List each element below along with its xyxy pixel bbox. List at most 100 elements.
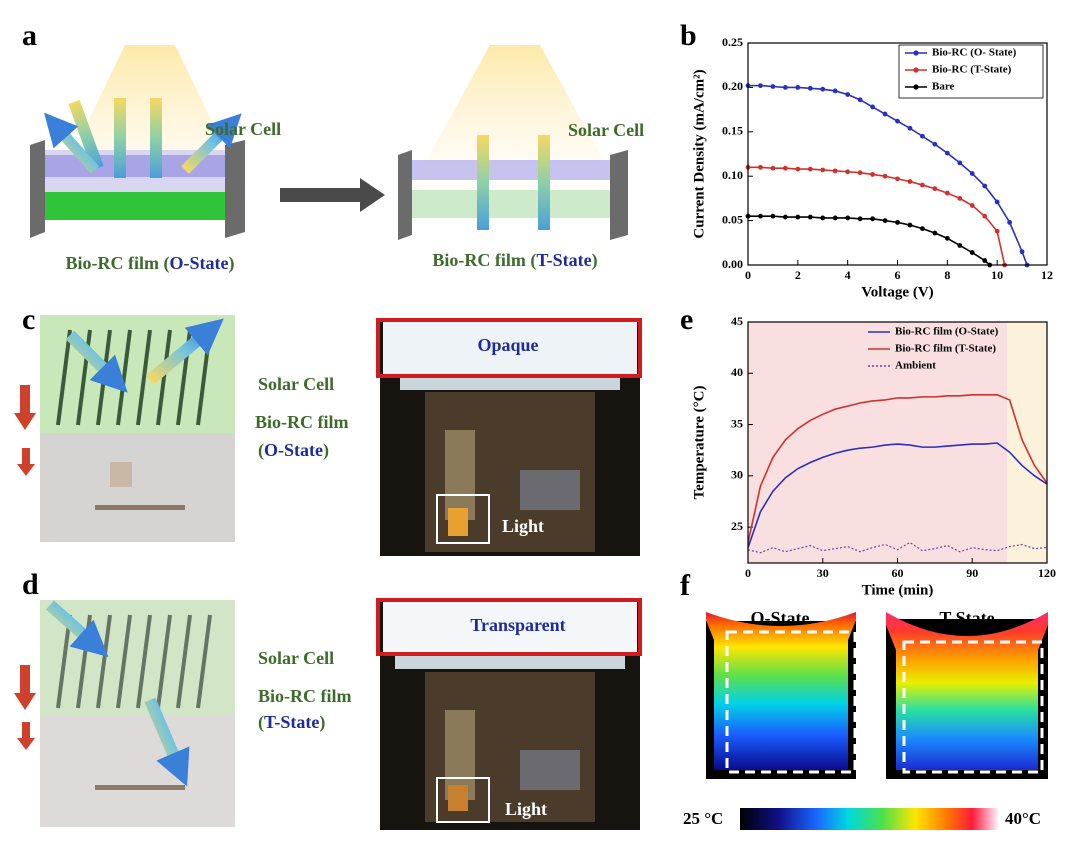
- data-point: [932, 186, 938, 192]
- data-point: [944, 190, 950, 196]
- label: Bio-RC film (T-State): [432, 250, 597, 271]
- label-part: Bio-RC film (: [432, 250, 536, 271]
- x-tick-label: 6: [895, 268, 901, 282]
- data-point: [957, 196, 963, 201]
- data-point: [944, 235, 950, 241]
- y-tick-label: 0.20: [722, 79, 743, 93]
- data-point: [782, 165, 788, 171]
- y-tick-label: 45: [731, 314, 743, 328]
- label: Solar Cell: [258, 648, 334, 668]
- series-line: [747, 442, 1048, 548]
- legend-marker: [913, 67, 919, 73]
- data-point: [882, 111, 888, 117]
- heatmap: [706, 605, 1048, 830]
- data-point: [820, 86, 826, 92]
- panel-label: f: [680, 569, 691, 602]
- data-point: [1007, 219, 1013, 225]
- data-point: [882, 218, 888, 224]
- data-point: [870, 172, 875, 177]
- data-point: [820, 167, 826, 173]
- label-part: ): [228, 253, 234, 274]
- illustration-d: [14, 600, 235, 827]
- x-tick-label: 12: [1041, 268, 1053, 282]
- data-point: [758, 83, 763, 89]
- label-part: T-State: [536, 250, 591, 270]
- plot-frame: [747, 42, 1048, 266]
- data-point: [758, 213, 763, 219]
- x-tick-label: 90: [966, 566, 978, 580]
- data-point: [994, 199, 1000, 205]
- data-point: [795, 166, 801, 172]
- series-line: [747, 394, 1048, 543]
- y-axis-label: Temperature (°C): [691, 386, 707, 500]
- data-point: [969, 203, 975, 208]
- data-point: [1019, 249, 1025, 255]
- label: Solar Cell: [568, 120, 644, 140]
- label: Bio-RC film: [258, 686, 352, 706]
- legend-label: Bio-RC (T-State): [932, 64, 1012, 76]
- colorbar-label: 25 °C: [683, 809, 723, 828]
- y-tick-label: 0.05: [722, 212, 743, 226]
- data-point: [957, 243, 963, 248]
- illustration-a-left: [30, 45, 250, 238]
- x-tick-label: 120: [1038, 566, 1056, 580]
- data-point: [807, 85, 813, 91]
- legend-marker: [913, 84, 919, 90]
- label: (O-State): [258, 440, 329, 461]
- series-line: [748, 84, 1028, 266]
- illustration-c: [14, 315, 235, 542]
- label: Bio-RC film: [255, 412, 349, 432]
- data-point: [957, 160, 963, 166]
- label-part: O-State: [170, 253, 229, 273]
- label-part: ): [323, 440, 329, 461]
- photo-title: Transparent: [470, 615, 565, 635]
- x-tick-label: 60: [892, 566, 904, 580]
- data-point: [895, 118, 900, 124]
- colorbar-label: 40°C: [1005, 809, 1041, 828]
- label-part: ): [592, 250, 598, 271]
- panel-label: e: [680, 303, 693, 336]
- x-axis-label: Time (min): [862, 582, 934, 598]
- label-part: ): [319, 712, 325, 733]
- y-tick-label: 40: [731, 365, 743, 379]
- data-point: [782, 85, 788, 90]
- data-point: [907, 222, 913, 228]
- label-part: (: [258, 440, 264, 461]
- data-point: [807, 166, 813, 172]
- data-point: [770, 213, 776, 219]
- data-point: [770, 84, 776, 89]
- legend-marker: [913, 50, 919, 56]
- data-point: [895, 219, 900, 225]
- label-part: T-State: [264, 712, 319, 732]
- data-point: [982, 258, 988, 263]
- y-tick-label: 0.15: [722, 124, 743, 138]
- data-point: [969, 250, 975, 255]
- data-point: [758, 164, 763, 170]
- x-tick-label: 0: [745, 566, 751, 580]
- data-point: [845, 92, 851, 97]
- y-tick-label: 0.00: [722, 257, 743, 271]
- data-point: [907, 179, 913, 184]
- data-point: [795, 214, 801, 220]
- label: Bio-RC film (O-State): [66, 253, 235, 274]
- data-point: [845, 169, 851, 175]
- data-point: [895, 176, 900, 182]
- x-tick-label: 2: [795, 268, 801, 282]
- panel-label: b: [680, 19, 697, 52]
- photo-c: [376, 318, 642, 556]
- shaded-region: [1007, 322, 1047, 563]
- label: Light: [505, 799, 547, 819]
- label: Solar Cell: [258, 374, 334, 394]
- data-point: [920, 182, 925, 188]
- data-point: [795, 85, 801, 90]
- data-point: [857, 216, 863, 222]
- series-line: [748, 215, 991, 266]
- shaded-region: [748, 322, 1008, 563]
- data-point: [932, 230, 938, 236]
- legend-frame: [898, 44, 1044, 99]
- legend-label: Ambient: [895, 360, 936, 372]
- photo-d: [376, 598, 642, 830]
- data-point: [807, 214, 813, 220]
- label: (T-State): [258, 712, 325, 733]
